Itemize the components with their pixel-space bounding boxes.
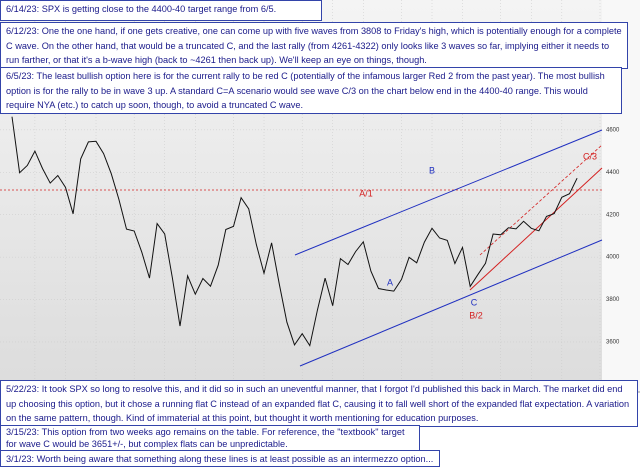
wave-label: A/1 <box>359 188 373 198</box>
wave-label: C <box>471 297 478 307</box>
price-line <box>11 116 578 347</box>
wave-label: B/2 <box>469 310 483 320</box>
note: 5/22/23: It took SPX so long to resolve … <box>0 380 638 427</box>
red-channel-upper <box>479 144 603 256</box>
note: 6/12/23: One the one hand, if one gets c… <box>0 22 628 69</box>
note: 3/1/23: Worth being aware that something… <box>0 450 440 467</box>
note: 6/14/23: SPX is getting close to the 440… <box>0 0 322 21</box>
y-tick-label: 4400 <box>606 170 620 176</box>
wave-label: A <box>387 277 393 287</box>
channel-upper <box>294 129 603 256</box>
y-tick-label: 4600 <box>606 127 620 133</box>
y-tick-label: 3600 <box>606 340 620 346</box>
wave-label: C/3 <box>583 151 597 161</box>
y-tick-label: 3800 <box>606 297 620 303</box>
red-channel-lower <box>469 167 603 291</box>
note: 3/15/23: This option from two weeks ago … <box>0 425 420 451</box>
y-tick-label: 4000 <box>606 255 620 261</box>
y-tick-label: 4200 <box>606 212 620 218</box>
note: 6/5/23: The least bullish option here is… <box>0 67 622 114</box>
channel-lower <box>299 239 603 367</box>
wave-label: B <box>429 165 435 175</box>
